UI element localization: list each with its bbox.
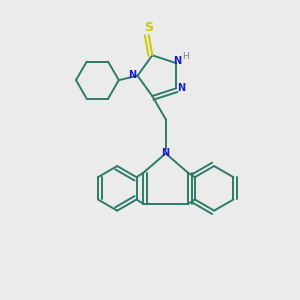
- Text: N: N: [162, 148, 170, 158]
- Text: N: N: [128, 70, 136, 80]
- Text: S: S: [144, 21, 153, 34]
- Text: H: H: [182, 52, 189, 61]
- Text: N: N: [173, 56, 181, 66]
- Text: N: N: [178, 83, 186, 93]
